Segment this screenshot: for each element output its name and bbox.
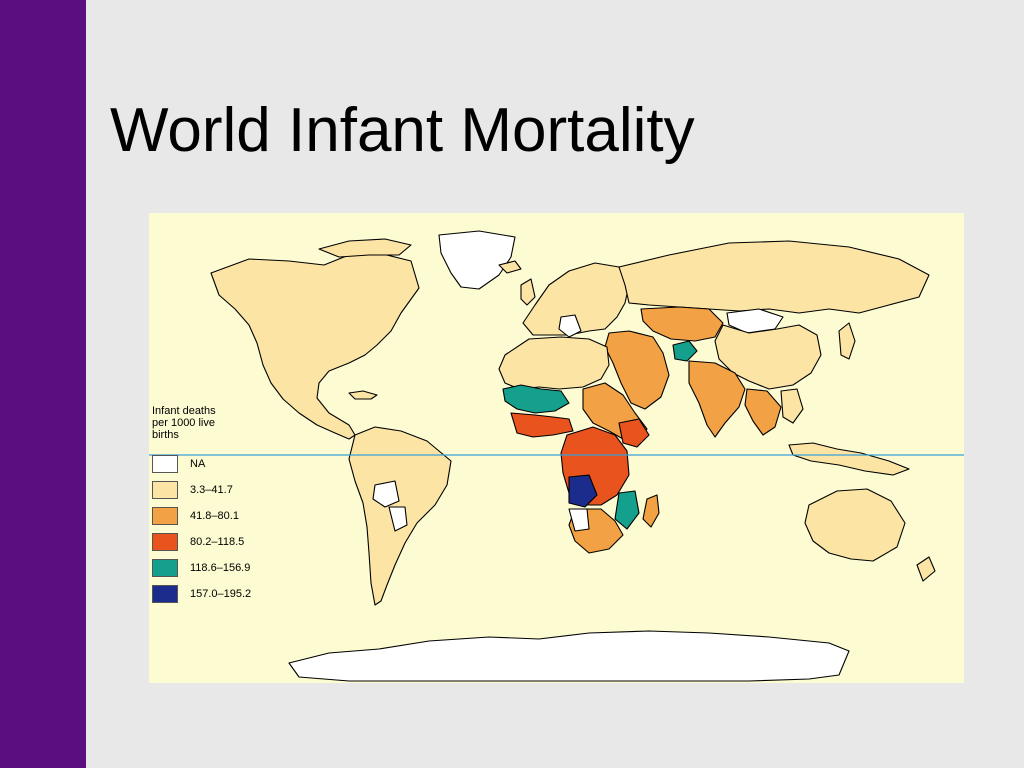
iceland [498, 260, 522, 274]
arctic-islands [318, 238, 412, 258]
afghanistan [672, 340, 698, 362]
legend-label: NA [190, 458, 206, 470]
russia [618, 240, 930, 314]
europe [522, 262, 630, 336]
legend-swatch [152, 533, 178, 551]
slide-title: World Infant Mortality [110, 96, 695, 165]
indonesia [788, 442, 910, 476]
map-legend: Infant deaths per 1000 live births NA 3.… [152, 405, 272, 609]
china [714, 324, 822, 390]
new-zealand [916, 556, 936, 582]
legend-swatch [152, 455, 178, 473]
legend-item: 118.6–156.9 [152, 557, 272, 579]
legend-title: Infant deaths per 1000 live births [152, 405, 216, 441]
angola [568, 474, 598, 508]
indochina [780, 388, 804, 424]
uk [520, 278, 536, 306]
central-asia [640, 306, 724, 342]
australia [804, 488, 906, 562]
legend-label: 3.3–41.7 [190, 484, 233, 496]
antarctica [288, 630, 850, 682]
legend-label: 80.2–118.5 [190, 536, 245, 548]
balkans-na [558, 314, 582, 338]
legend-item: 157.0–195.2 [152, 583, 272, 605]
sahel-teal [502, 384, 570, 414]
legend-label: 157.0–195.2 [190, 588, 252, 600]
legend-swatch [152, 559, 178, 577]
north-africa [498, 336, 610, 390]
bolivia-na [372, 480, 400, 508]
south-asia [688, 360, 746, 438]
legend-item: 80.2–118.5 [152, 531, 272, 553]
southeast-asia [744, 388, 782, 436]
caribbean [348, 390, 378, 400]
world-map: Infant deaths per 1000 live births NA 3.… [149, 213, 964, 683]
west-africa [510, 412, 574, 438]
madagascar [642, 494, 660, 528]
legend-swatch [152, 481, 178, 499]
mozambique [614, 490, 640, 530]
legend-item: 41.8–80.1 [152, 505, 272, 527]
ethiopia [618, 418, 650, 448]
legend-label: 118.6–156.9 [190, 562, 251, 574]
legend-item: NA [152, 453, 272, 475]
legend-item: 3.3–41.7 [152, 479, 272, 501]
legend-label: 41.8–80.1 [190, 510, 239, 522]
accent-side-bar [0, 0, 86, 768]
world-map-svg [149, 230, 964, 682]
japan [838, 322, 856, 360]
legend-swatch [152, 585, 178, 603]
namibia-na [568, 508, 590, 532]
middle-east [604, 330, 670, 410]
paraguay-na [388, 506, 408, 532]
legend-swatch [152, 507, 178, 525]
greenland [438, 230, 516, 290]
